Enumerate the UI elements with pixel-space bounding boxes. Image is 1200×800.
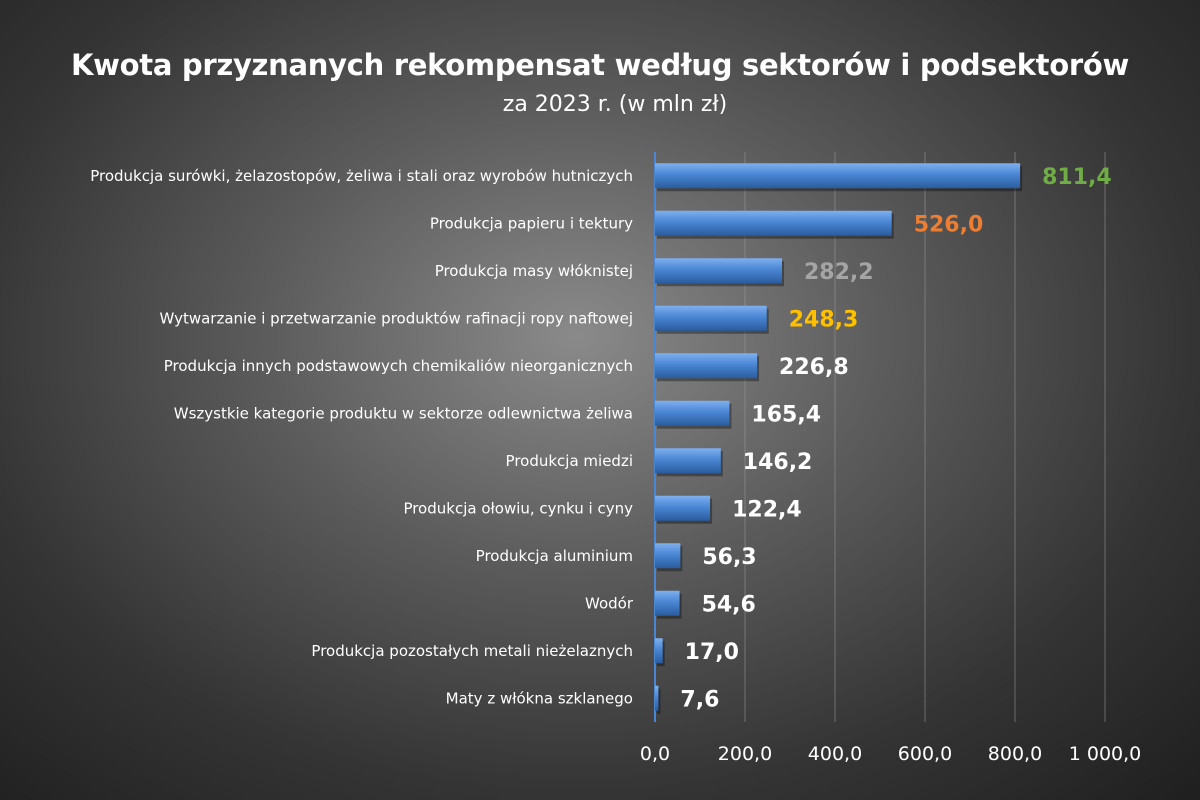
data-label: 146,2 <box>743 450 813 475</box>
data-label: 7,6 <box>680 687 719 712</box>
bar-shadow <box>657 688 661 714</box>
category-label: Wodór <box>585 594 634 612</box>
bar <box>655 590 680 616</box>
category-label: Produkcja pozostałych metali nieżelaznyc… <box>311 642 633 660</box>
bar <box>655 305 767 331</box>
data-label: 17,0 <box>685 640 739 665</box>
bar <box>655 353 758 379</box>
category-label: Wytwarzanie i przetwarzanie produktów ra… <box>160 309 633 327</box>
gridlines <box>654 152 1106 722</box>
x-tick-label: 1 000,0 <box>1069 743 1142 765</box>
category-label: Produkcja surówki, żelazostopów, żeliwa … <box>90 167 633 185</box>
bar <box>655 400 730 426</box>
x-tick-label: 400,0 <box>808 743 862 765</box>
x-tick-label: 0,0 <box>640 743 670 765</box>
category-label: Maty z włókna szklanego <box>446 689 633 707</box>
category-label: Produkcja aluminium <box>476 547 633 565</box>
data-label: 526,0 <box>914 212 984 237</box>
bar <box>655 163 1021 189</box>
data-label: 54,6 <box>702 592 756 617</box>
chart-title: Kwota przyznanych rekompensat według sek… <box>70 48 1129 82</box>
category-label: Produkcja innych podstawowych chemikalió… <box>164 357 633 375</box>
bar <box>655 685 659 711</box>
x-tick-label: 600,0 <box>898 743 952 765</box>
bar <box>655 258 782 284</box>
category-label: Wszystkie kategorie produktu w sektorze … <box>174 404 633 422</box>
bar <box>655 448 721 474</box>
bar <box>655 543 681 569</box>
category-label: Produkcja masy włóknistej <box>435 262 633 280</box>
data-label: 248,3 <box>789 307 859 332</box>
labels: 0,0 200,0 400,0 600,0 800,0 1 000,0 Produkcja … <box>90 165 1141 765</box>
bar <box>655 210 892 236</box>
data-label: 811,4 <box>1042 165 1112 190</box>
bar <box>655 638 663 664</box>
category-label: Produkcja papieru i tektury <box>430 214 633 232</box>
data-label: 226,8 <box>779 355 849 380</box>
data-label: 282,2 <box>804 260 874 285</box>
x-tick-label: 800,0 <box>988 743 1042 765</box>
data-label: 122,4 <box>732 497 802 522</box>
category-label: Produkcja miedzi <box>506 452 633 470</box>
chart-subtitle: za 2023 r. (w mln zł) <box>502 92 728 117</box>
bars <box>655 163 1023 714</box>
data-label: 165,4 <box>751 402 821 427</box>
category-label: Produkcja ołowiu, cynku i cyny <box>403 499 633 517</box>
bar <box>655 495 711 521</box>
data-label: 56,3 <box>702 545 756 570</box>
x-tick-label: 200,0 <box>718 743 772 765</box>
